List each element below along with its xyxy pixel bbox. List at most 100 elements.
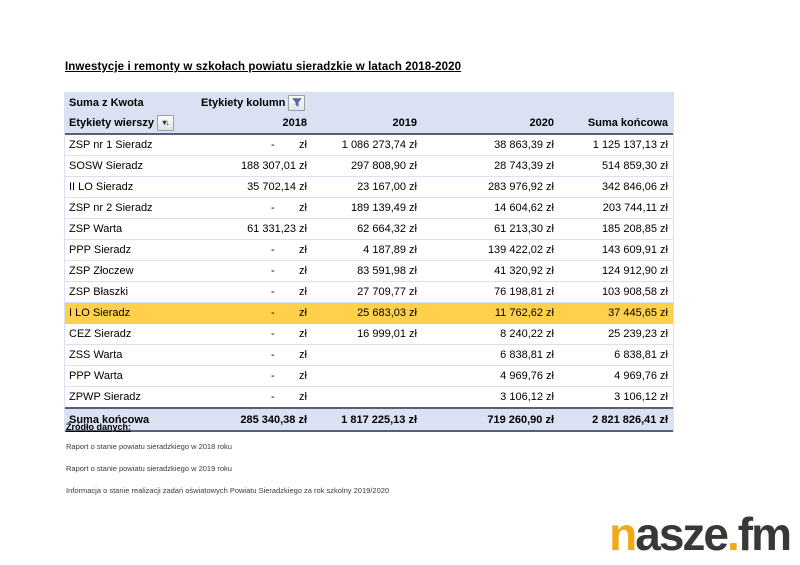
column-header[interactable]: 2018 — [282, 117, 307, 129]
sources-heading: Źródło danych: — [66, 422, 131, 432]
row-label[interactable]: ZSP Błaszki — [69, 286, 129, 298]
sources-section: Źródło danych: Raport o stanie powiatu s… — [66, 422, 389, 508]
value-cell[interactable]: 4 187,89 zł — [363, 244, 417, 256]
value-cell[interactable]: 124 912,90 zł — [601, 265, 668, 277]
value-cell[interactable]: 1 086 273,74 zł — [341, 139, 417, 151]
row-label[interactable]: ZPWP Sieradz — [69, 391, 141, 403]
row-label[interactable]: II LO Sieradz — [69, 181, 134, 193]
value-cell[interactable]: 3 106,12 zł — [500, 391, 554, 403]
row-label[interactable]: I LO Sieradz — [69, 307, 131, 319]
table-row[interactable]: ZSP Błaszki - zł 27 709,77 zł 76 198,81 zł 1… — [65, 282, 673, 303]
value-cell[interactable]: 189 139,49 zł — [350, 202, 417, 214]
value-cell[interactable]: 342 846,06 zł — [601, 181, 668, 193]
filter-funnel-icon — [291, 98, 302, 107]
value-cell[interactable]: 28 743,39 zł — [494, 160, 554, 172]
logo-nasze-fm: nasze.fm — [609, 508, 792, 560]
table-row[interactable]: ZSP nr 2 Sieradz - zł 189 139,49 zł 14 604,… — [65, 198, 673, 219]
column-header[interactable]: Suma końcowa — [587, 117, 668, 129]
grand-total-value-cell[interactable]: 285 340,38 zł — [240, 413, 307, 426]
value-cell[interactable]: 16 999,01 zł — [357, 328, 417, 340]
value-cell[interactable]: 83 591,98 zł — [357, 265, 417, 277]
value-cell[interactable]: 283 976,92 zł — [487, 181, 554, 193]
value-cell[interactable] — [311, 366, 421, 386]
grand-total-label: Suma końcowa — [69, 413, 150, 426]
grand-total-value-cell[interactable]: 719 260,90 zł — [487, 413, 554, 426]
value-cell[interactable]: 41 320,92 zł — [494, 265, 554, 277]
row-label[interactable]: PPP Warta — [69, 370, 123, 382]
row-label[interactable]: CEZ Sieradz — [69, 328, 132, 340]
value-cell[interactable]: 188 307,01 zł — [240, 160, 307, 172]
value-cell[interactable]: 6 838,81 zł — [500, 349, 554, 361]
table-row[interactable]: II LO Sieradz 35 702,14 zł 23 167,00 zł 283… — [65, 177, 673, 198]
value-cell[interactable]: - zł — [270, 202, 307, 214]
row-label[interactable]: SOSW Sieradz — [69, 160, 143, 172]
value-cell[interactable]: 25 239,23 zł — [608, 328, 668, 340]
value-cell[interactable] — [311, 387, 421, 407]
value-cell[interactable]: 1 125 137,13 zł — [592, 139, 668, 151]
row-sort-filter-button[interactable]: ▾↓ — [157, 115, 174, 131]
row-label[interactable]: ZSP nr 1 Sieradz — [69, 139, 153, 151]
value-cell[interactable]: 139 422,02 zł — [487, 244, 554, 256]
column-header[interactable]: 2020 — [529, 117, 554, 129]
grand-total-row[interactable]: Suma końcowa 285 340,38 zł 1 817 225,13 z… — [65, 407, 673, 432]
value-cell[interactable]: 3 106,12 zł — [614, 391, 668, 403]
value-cell[interactable]: - zł — [270, 391, 307, 403]
value-cell[interactable]: 14 604,62 zł — [494, 202, 554, 214]
value-cell[interactable]: 185 208,85 zł — [601, 223, 668, 235]
value-cell[interactable]: 35 702,14 zł — [247, 181, 307, 193]
value-cell[interactable] — [311, 345, 421, 365]
value-cell[interactable]: 103 908,58 zł — [601, 286, 668, 298]
pivot-table: Suma z Kwota Etykiety kolumn Etykiety wi… — [64, 92, 674, 432]
sort-descending-icon: ▾↓ — [162, 118, 169, 127]
value-cell[interactable]: 37 445,65 zł — [608, 307, 668, 319]
value-cell[interactable]: - zł — [270, 265, 307, 277]
row-label[interactable]: ZSP Warta — [69, 223, 123, 235]
table-row[interactable]: ZSP Złoczew - zł 83 591,98 zł 41 320,92 zł 1… — [65, 261, 673, 282]
table-row[interactable]: CEZ Sieradz - zł 16 999,01 zł 8 240,22 zł 25… — [65, 324, 673, 345]
value-cell[interactable]: 61 213,30 zł — [494, 223, 554, 235]
value-cell[interactable]: - zł — [270, 244, 307, 256]
value-cell[interactable]: - zł — [270, 139, 307, 151]
value-cell[interactable]: 8 240,22 zł — [500, 328, 554, 340]
value-cell[interactable]: - zł — [270, 328, 307, 340]
table-row[interactable]: I LO Sieradz - zł 25 683,03 zł 11 762,62 zł… — [65, 303, 673, 324]
value-cell[interactable]: 297 808,90 zł — [350, 160, 417, 172]
value-cell[interactable]: 514 859,30 zł — [601, 160, 668, 172]
grand-total-value-cell[interactable]: 1 817 225,13 zł — [341, 413, 417, 426]
value-cell[interactable]: - zł — [270, 349, 307, 361]
row-label[interactable]: PPP Sieradz — [69, 244, 132, 256]
table-row[interactable]: SOSW Sieradz 188 307,01 zł 297 808,90 zł 28… — [65, 156, 673, 177]
row-label[interactable]: ZSP Złoczew — [69, 265, 134, 277]
row-label[interactable]: ZSS Warta — [69, 349, 123, 361]
value-cell[interactable]: 6 838,81 zł — [614, 349, 668, 361]
table-row[interactable]: ZSP Warta 61 331,23 zł 62 664,32 zł 61 213,… — [65, 219, 673, 240]
pivot-header-row-2: Etykiety wierszy ▾↓ 2018 2019 2020 Suma koń… — [65, 113, 673, 135]
table-row[interactable]: ZSP nr 1 Sieradz - zł 1 086 273,74 zł 38 86… — [65, 135, 673, 156]
value-cell[interactable]: 25 683,03 zł — [357, 307, 417, 319]
value-cell[interactable]: - zł — [270, 286, 307, 298]
value-cell[interactable]: 23 167,00 zł — [357, 181, 417, 193]
logo-middle: asze — [635, 508, 729, 560]
table-row[interactable]: ZPWP Sieradz - zł 3 106,12 zł 3 106,12 zł — [65, 387, 673, 407]
value-cell[interactable]: 143 609,91 zł — [601, 244, 668, 256]
value-cell[interactable]: 4 969,76 zł — [614, 370, 668, 382]
value-cell[interactable]: - zł — [270, 370, 307, 382]
row-label[interactable]: ZSP nr 2 Sieradz — [69, 202, 153, 214]
pivot-header-row-1: Suma z Kwota Etykiety kolumn — [65, 92, 673, 113]
column-header[interactable]: 2019 — [392, 117, 417, 129]
value-cell[interactable]: 11 762,62 zł — [494, 307, 554, 319]
value-cell[interactable]: 4 969,76 zł — [500, 370, 554, 382]
value-cell[interactable]: 203 744,11 zł — [602, 202, 668, 214]
value-cell[interactable]: 62 664,32 zł — [357, 223, 417, 235]
value-cell[interactable]: 38 863,39 zł — [494, 139, 554, 151]
table-row[interactable]: PPP Sieradz - zł 4 187,89 zł 139 422,02 zł 1… — [65, 240, 673, 261]
table-row[interactable]: ZSS Warta - zł 6 838,81 zł 6 838,81 zł — [65, 345, 673, 366]
column-filter-button[interactable] — [288, 94, 306, 111]
value-cell[interactable]: 27 709,77 zł — [357, 286, 417, 298]
table-row[interactable]: PPP Warta - zł 4 969,76 zł 4 969,76 zł — [65, 366, 673, 387]
column-area-cell: Etykiety kolumn — [197, 93, 673, 113]
value-cell[interactable]: 76 198,81 zł — [494, 286, 554, 298]
value-cell[interactable]: - zł — [270, 307, 307, 319]
value-cell[interactable]: 61 331,23 zł — [247, 223, 307, 235]
grand-total-value-cell[interactable]: 2 821 826,41 zł — [592, 413, 668, 426]
